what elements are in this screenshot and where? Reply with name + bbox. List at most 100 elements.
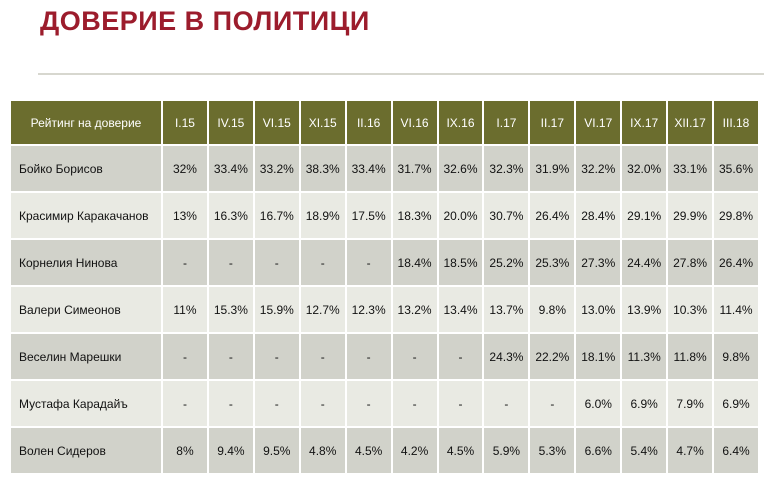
column-header: II.16	[344, 99, 393, 146]
rating-cell: 13.9%	[620, 285, 669, 334]
rating-cell: 28.4%	[574, 191, 623, 240]
table-row: Бойко Борисов 32% 33.4% 33.2% 38.3% 33.4% 31.7…	[9, 144, 760, 193]
rating-cell: 33.1%	[666, 144, 715, 193]
rating-cell: 5.4%	[620, 426, 669, 475]
rating-cell: 18.1%	[574, 332, 623, 381]
rating-cell: -	[390, 379, 439, 428]
rating-cell: 12.7%	[298, 285, 347, 334]
rating-cell: 17.5%	[344, 191, 393, 240]
column-header: IX.17	[620, 99, 669, 146]
column-header: VI.17	[574, 99, 623, 146]
rating-cell: 35.6%	[712, 144, 760, 193]
table-row: Веселин Марешки - - - - - - -24.3% 22.2% 18.1% 11.…	[9, 332, 760, 381]
rating-cell: -	[252, 238, 301, 287]
rating-cell: 12.3%	[344, 285, 393, 334]
rating-cell: 26.4%	[528, 191, 577, 240]
rating-cell: 6.6%	[574, 426, 623, 475]
politician-name: Веселин Марешки	[9, 332, 163, 381]
rating-cell: -	[482, 379, 531, 428]
rating-cell: -	[206, 379, 255, 428]
rating-cell: 13.4%	[436, 285, 485, 334]
politician-name: Красимир Каракачанов	[9, 191, 163, 240]
rating-cell: -	[390, 332, 439, 381]
rating-cell: 15.3%	[206, 285, 255, 334]
rating-cell: -	[298, 379, 347, 428]
rating-cell: -	[206, 238, 255, 287]
table-row: Корнелия Нинова - - - - -18.4% 18.5% 25.2% 25.3%…	[9, 238, 760, 287]
rating-cell: 4.5%	[344, 426, 393, 475]
column-header: I.17	[482, 99, 531, 146]
rating-cell: -	[298, 238, 347, 287]
rating-cell: 38.3%	[298, 144, 347, 193]
rating-cell: 32%	[161, 144, 209, 193]
rating-cell: 11.3%	[620, 332, 669, 381]
rating-cell: 4.2%	[390, 426, 439, 475]
rating-cell: 18.3%	[390, 191, 439, 240]
rating-cell: 9.8%	[528, 285, 577, 334]
rating-cell: 9.4%	[206, 426, 255, 475]
rating-cell: 33.4%	[344, 144, 393, 193]
politician-name: Волен Сидеров	[9, 426, 163, 475]
column-header: XI.15	[298, 99, 347, 146]
rating-cell: 25.3%	[528, 238, 577, 287]
rating-cell: 29.9%	[666, 191, 715, 240]
rating-cell: 6.9%	[712, 379, 760, 428]
rating-cell: 5.9%	[482, 426, 531, 475]
table-row: Волен Сидеров 8% 9.4% 9.5% 4.8% 4.5% 4.2% 4.5% 5…	[9, 426, 760, 475]
rating-cell: 32.6%	[436, 144, 485, 193]
rating-cell: -	[298, 332, 347, 381]
rating-cell: 9.8%	[712, 332, 760, 381]
rating-cell: 30.7%	[482, 191, 531, 240]
rating-cell: -	[344, 379, 393, 428]
rating-cell: 29.1%	[620, 191, 669, 240]
rating-cell: 24.3%	[482, 332, 531, 381]
rating-cell: -	[436, 379, 485, 428]
rating-cell: 13.2%	[390, 285, 439, 334]
rating-cell: 9.5%	[252, 426, 301, 475]
table-header-row: Рейтинг на доверие I.15 IV.15 VI.15 XI.15 II…	[9, 99, 760, 146]
column-header: XII.17	[666, 99, 715, 146]
rating-cell: 4.5%	[436, 426, 485, 475]
column-header: III.18	[712, 99, 760, 146]
rating-cell: 5.3%	[528, 426, 577, 475]
rating-cell: 13.7%	[482, 285, 531, 334]
rating-cell: -	[528, 379, 577, 428]
rating-cell: 11.4%	[712, 285, 760, 334]
rating-cell: 13.0%	[574, 285, 623, 334]
rating-cell: 33.4%	[206, 144, 255, 193]
rating-cell: 27.3%	[574, 238, 623, 287]
rating-cell: 26.4%	[712, 238, 760, 287]
rating-cell: 32.2%	[574, 144, 623, 193]
rating-cell: 4.7%	[666, 426, 715, 475]
trust-rating-table: Рейтинг на доверие I.15 IV.15 VI.15 XI.15 II…	[9, 99, 760, 475]
column-header: IV.15	[206, 99, 255, 146]
rating-cell: -	[344, 332, 393, 381]
table-row: Мустафа Карадайъ - - - - - - - - -6.0% 6.9% 7.9% 6.9…	[9, 379, 760, 428]
rating-cell: 11.8%	[666, 332, 715, 381]
rating-cell: 10.3%	[666, 285, 715, 334]
rating-cell: 32.3%	[482, 144, 531, 193]
politician-name: Корнелия Нинова	[9, 238, 163, 287]
rating-cell: 16.3%	[206, 191, 255, 240]
column-header: VI.15	[252, 99, 301, 146]
rating-cell: -	[344, 238, 393, 287]
rating-cell: 29.8%	[712, 191, 760, 240]
rating-cell: 13%	[161, 191, 209, 240]
column-header: I.15	[161, 99, 209, 146]
rating-cell: -	[436, 332, 485, 381]
rating-cell: 25.2%	[482, 238, 531, 287]
rating-cell: 31.7%	[390, 144, 439, 193]
table-row: Валери Симеонов 11% 15.3% 15.9% 12.7% 12.3% 13…	[9, 285, 760, 334]
column-header: VI.16	[390, 99, 439, 146]
column-header: IX.16	[436, 99, 485, 146]
column-header: II.17	[528, 99, 577, 146]
rating-cell: 6.9%	[620, 379, 669, 428]
rating-cell: 22.2%	[528, 332, 577, 381]
rating-cell: 24.4%	[620, 238, 669, 287]
table-body: Бойко Борисов 32% 33.4% 33.2% 38.3% 33.4% 31.7…	[9, 144, 760, 475]
title-divider	[38, 73, 764, 75]
politician-name: Мустафа Карадайъ	[9, 379, 163, 428]
rating-cell: 20.0%	[436, 191, 485, 240]
rating-cell: 31.9%	[528, 144, 577, 193]
rating-cell: -	[252, 332, 301, 381]
